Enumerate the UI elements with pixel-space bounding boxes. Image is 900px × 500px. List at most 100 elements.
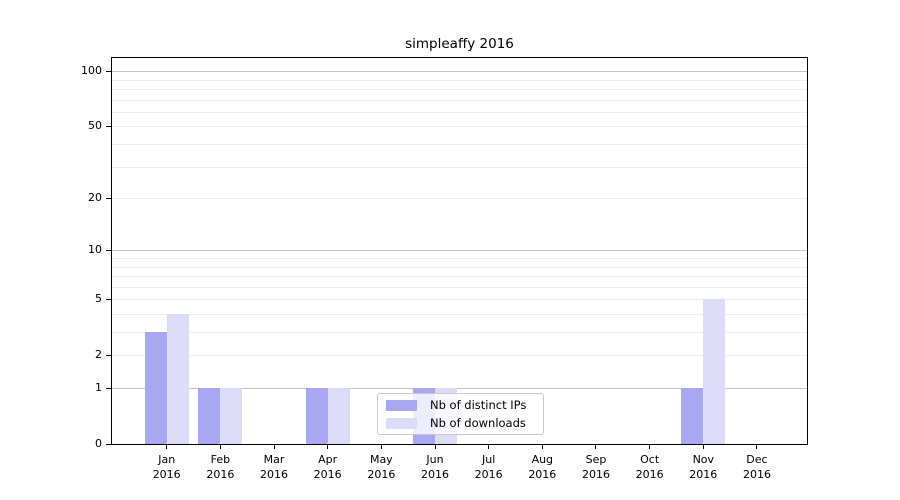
x-tick bbox=[649, 445, 651, 449]
x-label-year: 2016 bbox=[206, 468, 235, 481]
legend-item-downloads: Nb of downloads bbox=[378, 414, 543, 432]
y-tick bbox=[106, 355, 111, 357]
x-tick-label-mar: Mar 2016 bbox=[244, 452, 304, 482]
x-tick-label-sep: Sep 2016 bbox=[566, 452, 626, 482]
minor-gridline bbox=[112, 286, 807, 288]
x-tick bbox=[434, 445, 436, 449]
x-label-month: Jan bbox=[158, 453, 176, 466]
bar-distinct-ips-feb bbox=[198, 388, 221, 444]
x-label-month: Oct bbox=[640, 453, 660, 466]
y-tick-label: 2 bbox=[95, 348, 102, 362]
x-tick bbox=[595, 445, 597, 449]
x-label-month: Jun bbox=[426, 453, 444, 466]
x-tick bbox=[488, 445, 490, 449]
x-tick-label-apr: Apr 2016 bbox=[298, 452, 358, 482]
minor-gridline bbox=[112, 355, 807, 357]
x-tick-label-nov: Nov 2016 bbox=[673, 452, 733, 482]
x-label-year: 2016 bbox=[421, 468, 449, 481]
x-label-month: Apr bbox=[318, 453, 338, 466]
x-tick-label-oct: Oct 2016 bbox=[620, 452, 680, 482]
x-tick-label-feb: Feb 2016 bbox=[190, 452, 250, 482]
x-tick bbox=[273, 445, 275, 449]
x-tick-label-jun: Jun 2016 bbox=[405, 452, 465, 482]
bar-distinct-ips-apr bbox=[305, 388, 328, 444]
y-tick-label: 10 bbox=[88, 243, 102, 257]
x-label-month: Aug bbox=[531, 453, 554, 466]
y-tick-label: 100 bbox=[81, 64, 102, 78]
y-tick-label: 0 bbox=[95, 437, 102, 450]
y-tick-label: 5 bbox=[95, 292, 102, 306]
x-tick-label-aug: Aug 2016 bbox=[512, 452, 572, 482]
bars-layer bbox=[112, 58, 807, 444]
bar-downloads-feb bbox=[220, 388, 243, 444]
x-label-month: May bbox=[369, 453, 393, 466]
minor-gridline bbox=[112, 166, 807, 168]
x-tick bbox=[541, 445, 543, 449]
legend: Nb of distinct IPs Nb of downloads bbox=[377, 393, 544, 435]
x-label-year: 2016 bbox=[367, 468, 396, 481]
y-tick-label: 20 bbox=[88, 191, 102, 205]
y-tick bbox=[106, 388, 111, 389]
y-tick-label: 50 bbox=[88, 119, 102, 133]
major-gridline bbox=[112, 71, 807, 73]
y-tick bbox=[106, 250, 111, 252]
minor-gridline bbox=[112, 258, 807, 259]
minor-gridline bbox=[112, 79, 807, 81]
x-label-year: 2016 bbox=[260, 468, 289, 481]
x-label-year: 2016 bbox=[474, 468, 503, 481]
x-tick-label-jan: Jan 2016 bbox=[137, 452, 197, 482]
x-tick bbox=[756, 445, 758, 449]
minor-gridline bbox=[112, 313, 807, 315]
major-gridline bbox=[112, 250, 807, 252]
x-tick bbox=[702, 445, 704, 449]
minor-gridline bbox=[112, 89, 807, 91]
x-tick bbox=[166, 445, 168, 449]
minor-gridline bbox=[112, 126, 807, 128]
y-tick bbox=[106, 71, 111, 73]
x-label-month: Nov bbox=[692, 453, 715, 466]
minor-gridline bbox=[112, 266, 807, 268]
major-gridline bbox=[112, 388, 807, 389]
x-tick bbox=[219, 445, 221, 449]
y-tick bbox=[106, 444, 111, 445]
minor-gridline bbox=[112, 198, 807, 200]
legend-swatch-distinct-ips-icon bbox=[386, 399, 417, 411]
y-tick-label: 1 bbox=[95, 381, 102, 394]
bar-distinct-ips-jan bbox=[144, 332, 167, 444]
bar-downloads-nov bbox=[703, 299, 726, 444]
x-tick-label-jul: Jul 2016 bbox=[459, 452, 519, 482]
x-label-month: Feb bbox=[210, 453, 231, 466]
x-label-month: Dec bbox=[746, 453, 768, 466]
legend-item-distinct-ips: Nb of distinct IPs bbox=[378, 396, 543, 414]
bar-downloads-jan bbox=[166, 314, 189, 444]
x-label-month: Sep bbox=[585, 453, 607, 466]
legend-swatch-downloads-icon bbox=[386, 417, 417, 429]
minor-gridline bbox=[112, 276, 807, 278]
legend-label-distinct-ips: Nb of distinct IPs bbox=[430, 398, 527, 412]
y-tick bbox=[106, 198, 111, 200]
gridlines-layer bbox=[112, 58, 807, 444]
x-tick-label-may: May 2016 bbox=[351, 452, 411, 482]
x-label-month: Jul bbox=[482, 453, 496, 466]
minor-gridline bbox=[112, 299, 807, 301]
x-label-year: 2016 bbox=[635, 468, 664, 481]
minor-gridline bbox=[112, 111, 807, 113]
minor-gridline bbox=[112, 144, 807, 146]
minor-gridline bbox=[112, 99, 807, 101]
x-tick-label-dec: Dec 2016 bbox=[727, 452, 787, 482]
y-tick bbox=[106, 299, 111, 301]
x-label-year: 2016 bbox=[742, 468, 771, 481]
x-label-year: 2016 bbox=[313, 468, 342, 481]
x-label-year: 2016 bbox=[581, 468, 610, 481]
chart-title: simpleaffy 2016 bbox=[405, 36, 514, 52]
x-label-month: Mar bbox=[263, 453, 285, 466]
legend-label-downloads: Nb of downloads bbox=[430, 416, 526, 430]
x-tick bbox=[380, 445, 382, 449]
x-label-year: 2016 bbox=[152, 468, 181, 481]
y-tick bbox=[106, 126, 111, 128]
plot-area bbox=[111, 57, 808, 445]
x-label-year: 2016 bbox=[528, 468, 557, 481]
minor-gridline bbox=[112, 332, 807, 334]
x-label-year: 2016 bbox=[689, 468, 718, 481]
